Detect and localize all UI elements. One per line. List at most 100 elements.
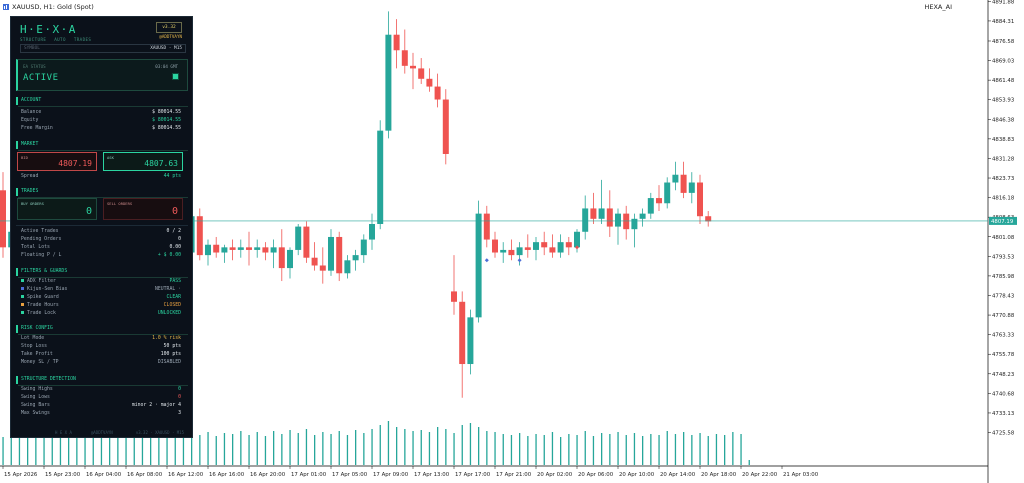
footer-right: v3.32 · XAUUSD · M15 — [135, 430, 184, 435]
sell-orders-box[interactable]: SELL ORDERS 0 — [103, 198, 183, 220]
time-tick-label: 17 Apr 01:00 — [291, 472, 327, 478]
volume-bar — [207, 432, 209, 465]
tab-structure[interactable]: STRUCTURE — [20, 37, 47, 42]
structure-row-max: Max Swings 3 — [21, 410, 181, 417]
price-tick-label: 4801.08 — [992, 235, 1015, 241]
volume-bar — [68, 435, 70, 465]
candle-body — [426, 78, 433, 87]
volume-bar — [223, 433, 226, 465]
candle — [524, 234, 531, 258]
candle-body — [533, 242, 539, 250]
row-label: Trade Lock — [27, 311, 56, 316]
volume-bar — [715, 434, 718, 465]
time-tick-label: 15 Apr 2026 — [4, 472, 38, 478]
candle — [483, 205, 490, 248]
candle — [467, 309, 474, 375]
candle-body — [639, 213, 646, 219]
volume-bar — [609, 434, 611, 465]
trade-marker-icon — [575, 245, 579, 250]
time-tick-label: 16 Apr 16:00 — [209, 472, 245, 478]
chart-window-icon[interactable] — [3, 4, 9, 10]
time-tick-label: 17 Apr 05:00 — [332, 472, 368, 478]
row-value: 3 — [178, 411, 181, 416]
volume-bar — [486, 431, 488, 465]
candle — [565, 236, 572, 256]
buy-orders-label: BUY ORDERS — [21, 201, 44, 206]
candle-body — [697, 182, 703, 217]
candle-body — [377, 130, 384, 224]
volume-bar — [117, 435, 119, 465]
price-tick-label: 4876.58 — [992, 39, 1015, 45]
candle — [229, 239, 236, 261]
volume-bar — [543, 435, 545, 465]
buy-orders-box[interactable]: BUY ORDERS 0 — [17, 198, 97, 220]
candle — [434, 73, 441, 108]
volume-bar — [289, 430, 291, 465]
status-toggle[interactable] — [172, 73, 179, 80]
candle-body — [303, 226, 310, 258]
volume-bar — [322, 432, 324, 465]
trades-row-active: Active Trades 0 / 2 — [21, 228, 181, 235]
candle — [246, 231, 252, 266]
candle-body — [410, 65, 416, 69]
candle — [221, 244, 228, 263]
price-tick-label: 4831.28 — [992, 156, 1015, 162]
section-trades: TRADES — [16, 188, 188, 198]
volume-bar — [527, 436, 529, 465]
candle-body — [549, 247, 556, 253]
author-handle: @ADDTVAYN — [159, 34, 182, 39]
panel-footer: H E X A @ADDTVAYN v3.32 · XAUUSD · M15 — [11, 428, 192, 437]
volume-bar — [748, 460, 750, 465]
volume-bar — [453, 433, 455, 465]
row-label: Floating P / L — [21, 253, 62, 258]
volume-bar — [363, 433, 365, 465]
volume-bar — [158, 432, 160, 465]
row-value: NEUTRAL · — [155, 287, 181, 292]
candle-body — [631, 218, 638, 230]
row-value: UNLOCKED — [157, 311, 181, 316]
volume-bar — [174, 431, 176, 465]
spread-row: Spread 44 pts — [21, 173, 181, 180]
candle — [475, 200, 482, 323]
volume-bar — [683, 432, 685, 465]
volume-bar — [199, 435, 201, 465]
time-tick-label: 16 Apr 12:00 — [168, 472, 204, 478]
candle-body — [418, 68, 425, 79]
candle — [369, 213, 375, 250]
candle-body — [615, 213, 621, 227]
candle-body — [246, 247, 252, 250]
price-tick-label: 4891.88 — [992, 0, 1015, 5]
candle — [631, 213, 638, 248]
candle-body — [451, 291, 457, 302]
row-value: $ 80014.55 — [152, 110, 181, 115]
row-label: Pending Orders — [21, 237, 62, 242]
tab-trades[interactable]: TRADES — [73, 37, 92, 42]
volume-bar — [27, 432, 29, 465]
status-dot-icon — [21, 279, 24, 282]
candle-body — [278, 247, 285, 269]
trades-row-pending: Pending Orders 0 — [21, 236, 181, 243]
row-label: Kijun-Sen Bias — [27, 287, 68, 292]
candle — [647, 192, 654, 219]
trade-marker-icon — [517, 258, 522, 263]
volume-bar — [617, 432, 619, 465]
volume-bar — [240, 431, 242, 465]
logo-tabs: STRUCTURE AUTO TRADES — [20, 37, 96, 42]
volume-bar — [420, 430, 422, 465]
tab-auto[interactable]: AUTO — [54, 37, 66, 42]
risk-row-take-profit: Take Profit 100 pts — [21, 351, 181, 358]
section-title: STRUCTURE DETECTION — [21, 377, 76, 382]
section-structure: STRUCTURE DETECTION — [16, 376, 188, 386]
ask-box: ASK 4807.63 — [103, 152, 183, 171]
row-label: Total Lots — [21, 245, 50, 250]
candle — [451, 255, 457, 315]
row-label: Swing Bars — [21, 403, 50, 408]
expert-advisor-name: HEXA_AI — [924, 3, 952, 11]
status-dot-icon — [21, 295, 24, 298]
row-value: CLEAR — [166, 295, 181, 300]
row-label: Spike Guard — [27, 295, 59, 300]
time-tick-label: 20 Apr 06:00 — [578, 472, 614, 478]
candle-body — [319, 265, 326, 271]
volume-bars — [2, 421, 750, 465]
